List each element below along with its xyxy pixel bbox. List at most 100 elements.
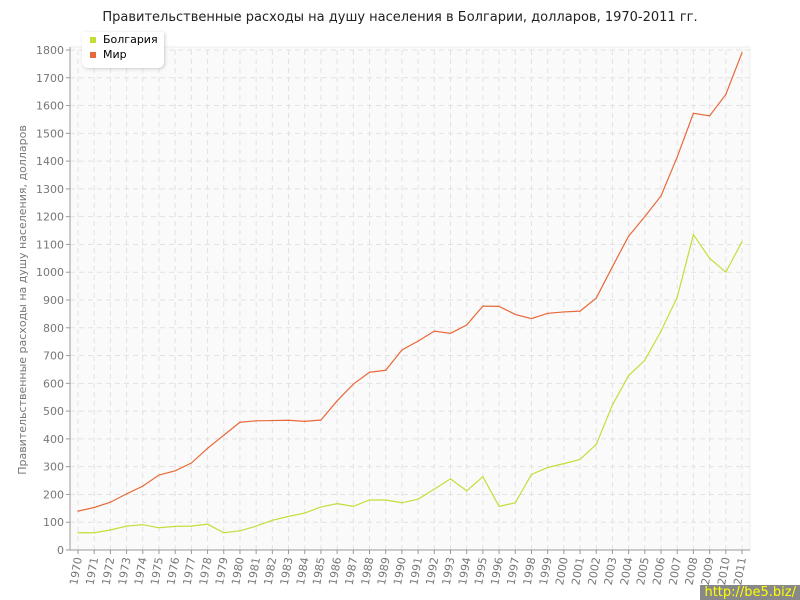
x-tick-label: 1991 xyxy=(407,556,425,586)
x-tick-label: 2011 xyxy=(731,556,749,586)
y-tick-label: 500 xyxy=(43,405,64,418)
data-point xyxy=(352,505,354,507)
x-tick-label: 1993 xyxy=(440,556,458,586)
x-tick-label: 2001 xyxy=(569,556,587,586)
data-point xyxy=(142,485,144,487)
x-tick-label: 1986 xyxy=(326,556,344,586)
data-point xyxy=(206,523,209,525)
data-point xyxy=(741,241,743,243)
data-point xyxy=(142,524,144,526)
legend-swatch xyxy=(90,37,96,43)
data-point xyxy=(223,532,225,534)
watermark: http://be5.biz/ xyxy=(700,585,800,600)
y-tick-label: 600 xyxy=(43,377,64,390)
y-tick-label: 1700 xyxy=(36,72,64,85)
y-axis-label: Правительственные расходы на душу населе… xyxy=(16,125,29,475)
x-tick-label: 1984 xyxy=(294,556,312,586)
legend-label: Болгария xyxy=(103,33,158,46)
data-point xyxy=(530,318,533,320)
y-tick-label: 1000 xyxy=(36,266,64,279)
data-point xyxy=(109,501,111,503)
data-point xyxy=(725,271,727,273)
x-tick-label: 2008 xyxy=(683,556,701,586)
data-point xyxy=(579,458,581,461)
x-tick-label: 1973 xyxy=(116,556,134,586)
data-point xyxy=(336,503,338,505)
x-tick-label: 1994 xyxy=(456,556,474,586)
data-point xyxy=(417,498,419,500)
x-tick-label: 1980 xyxy=(229,556,247,586)
data-point xyxy=(676,296,678,298)
x-tick-label: 1999 xyxy=(537,556,555,586)
data-point xyxy=(304,420,306,422)
data-point xyxy=(287,419,290,421)
data-point xyxy=(579,310,581,312)
data-point xyxy=(514,313,516,316)
data-point xyxy=(692,234,695,236)
x-tick-label: 1971 xyxy=(83,556,101,586)
data-point xyxy=(449,478,452,480)
x-tick-label: 2006 xyxy=(650,556,668,586)
y-tick-label: 1500 xyxy=(36,127,64,140)
data-point xyxy=(368,371,371,373)
y-tick-label: 300 xyxy=(43,461,64,474)
data-point xyxy=(401,502,403,504)
legend-item-bulgaria: Болгария xyxy=(82,32,164,47)
x-tick-label: 1970 xyxy=(67,556,85,586)
x-tick-label: 1982 xyxy=(262,556,280,586)
data-point xyxy=(709,257,711,259)
data-point xyxy=(385,369,387,371)
data-point xyxy=(547,466,549,469)
data-point xyxy=(498,305,500,307)
data-point xyxy=(271,419,273,422)
series-line-world xyxy=(77,52,743,512)
x-tick-label: 2003 xyxy=(602,556,620,586)
x-tick-label: 1992 xyxy=(424,556,442,586)
legend-swatch xyxy=(90,52,96,58)
data-point xyxy=(644,359,646,361)
x-tick-label: 1985 xyxy=(310,556,328,586)
data-point xyxy=(271,519,273,521)
data-point xyxy=(563,311,565,313)
data-point xyxy=(417,340,419,342)
data-point xyxy=(482,305,484,307)
data-point xyxy=(336,400,338,402)
data-point xyxy=(255,420,257,422)
data-point xyxy=(547,312,549,314)
x-tick-label: 1990 xyxy=(391,556,409,586)
data-point xyxy=(93,532,95,534)
y-tick-label: 1600 xyxy=(36,100,64,113)
x-tick-label: 1972 xyxy=(100,556,118,586)
legend-item-world: Мир xyxy=(82,47,164,62)
legend-label: Мир xyxy=(103,48,127,61)
data-point xyxy=(223,434,225,436)
data-point xyxy=(255,525,257,527)
x-tick-label: 1998 xyxy=(521,556,539,586)
y-tick-label: 1100 xyxy=(36,238,64,251)
data-point xyxy=(466,490,468,492)
y-tick-label: 1300 xyxy=(36,183,64,196)
y-tick-label: 200 xyxy=(43,488,64,501)
data-point xyxy=(368,499,371,501)
x-tick-label: 1975 xyxy=(148,556,166,586)
data-point xyxy=(595,297,597,299)
data-point xyxy=(595,443,597,446)
x-tick-label: 1978 xyxy=(197,556,215,586)
data-point xyxy=(287,515,290,517)
data-point xyxy=(352,383,354,385)
data-point xyxy=(239,530,241,532)
y-tick-label: 900 xyxy=(43,294,64,307)
x-tick-label: 2002 xyxy=(586,556,604,586)
data-point xyxy=(174,470,176,472)
data-point xyxy=(77,510,79,512)
y-tick-label: 1400 xyxy=(36,155,64,168)
y-tick-label: 700 xyxy=(43,350,64,363)
x-tick-label: 1987 xyxy=(343,556,361,586)
x-tick-label: 1995 xyxy=(472,556,490,586)
x-tick-label: 1981 xyxy=(245,556,263,586)
data-point xyxy=(401,349,403,351)
plot-area xyxy=(69,46,751,551)
x-tick-label: 1997 xyxy=(505,556,523,586)
data-point xyxy=(93,506,95,509)
